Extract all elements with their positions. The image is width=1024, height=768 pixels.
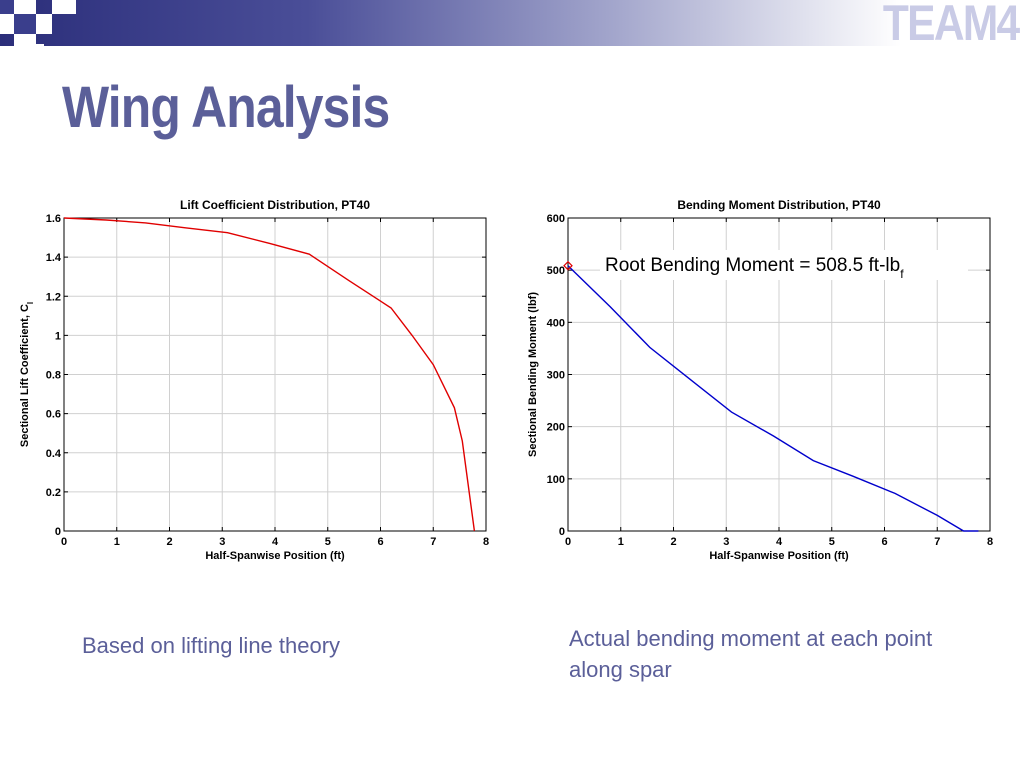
x-tick-label: 0 — [61, 536, 67, 548]
charts-canvas: 0 1 2 3 4 5 6 7 8 0 0.2 0.4 0.6 0.8 1 1.2 1.4 1.6 Lift Coe… — [19, 198, 993, 562]
chart-title: Lift Coefficient Distribution, PT40 — [180, 198, 370, 212]
slide-title: Wing Analysis — [62, 75, 390, 140]
x-tick-label: 5 — [829, 536, 835, 548]
root-moment-marker — [563, 260, 573, 271]
series-line — [567, 265, 979, 532]
x-axis-label: Half-Spanwise Position (ft) — [709, 550, 849, 562]
caption-left: Based on lifting line theory — [82, 633, 341, 658]
logo-squares — [0, 0, 80, 60]
x-tick-label: 7 — [934, 536, 940, 548]
y-tick-label: 0.8 — [46, 370, 61, 382]
team-logo: TEAM4 — [882, 0, 1019, 51]
y-tick-label: 500 — [547, 265, 565, 277]
x-tick-label: 6 — [881, 536, 887, 548]
y-axis-label: Sectional Bending Moment (lbf) — [527, 292, 539, 457]
annotation-background — [600, 250, 968, 280]
y-tick-label: 0.4 — [46, 448, 62, 460]
y-tick-label: 400 — [547, 317, 565, 329]
y-tick-label: 0.2 — [46, 487, 61, 499]
x-tick-label: 1 — [618, 536, 624, 548]
y-tick-label: 1.2 — [46, 291, 61, 303]
x-tick-label: 7 — [430, 536, 436, 548]
y-tick-label: 1.4 — [46, 252, 62, 264]
y-tick-label: 600 — [547, 213, 565, 225]
x-axis-label: Half-Spanwise Position (ft) — [205, 550, 345, 562]
series-line — [63, 217, 476, 532]
y-tick-label: 0 — [559, 526, 565, 538]
y-tick-label: 1.6 — [46, 213, 61, 225]
x-tick-label: 4 — [776, 536, 783, 548]
x-tick-label: 8 — [483, 536, 489, 548]
x-tick-label: 3 — [723, 536, 729, 548]
x-tick-label: 3 — [219, 536, 225, 548]
x-tick-label: 2 — [670, 536, 676, 548]
header-bar — [0, 0, 1024, 46]
chart-title: Bending Moment Distribution, PT40 — [677, 198, 881, 212]
x-tick-label: 8 — [987, 536, 993, 548]
y-tick-label: 300 — [547, 370, 565, 382]
y-tick-label: 100 — [547, 474, 565, 486]
y-tick-label: 0 — [55, 526, 61, 538]
chart-2: 0 1 2 3 4 5 6 7 8 0 100 200 300 400 500 600 Bending Mome… — [527, 198, 993, 562]
caption-right: Actual bending moment at each point alon… — [569, 626, 933, 682]
x-tick-label: 5 — [325, 536, 331, 548]
y-tick-label: 200 — [547, 422, 565, 434]
x-tick-label: 6 — [377, 536, 383, 548]
y-tick-label: 0.6 — [46, 409, 61, 421]
chart-1: 0 1 2 3 4 5 6 7 8 0 0.2 0.4 0.6 0.8 1 1.2 1.4 1.6 Lift Coe… — [19, 198, 489, 562]
x-tick-label: 2 — [166, 536, 172, 548]
x-tick-label: 1 — [114, 536, 120, 548]
y-axis-label: Sectional Lift Coefficient, Cl — [19, 302, 35, 447]
y-tick-label: 1 — [55, 330, 61, 342]
x-tick-label: 0 — [565, 536, 571, 548]
x-tick-label: 4 — [272, 536, 279, 548]
